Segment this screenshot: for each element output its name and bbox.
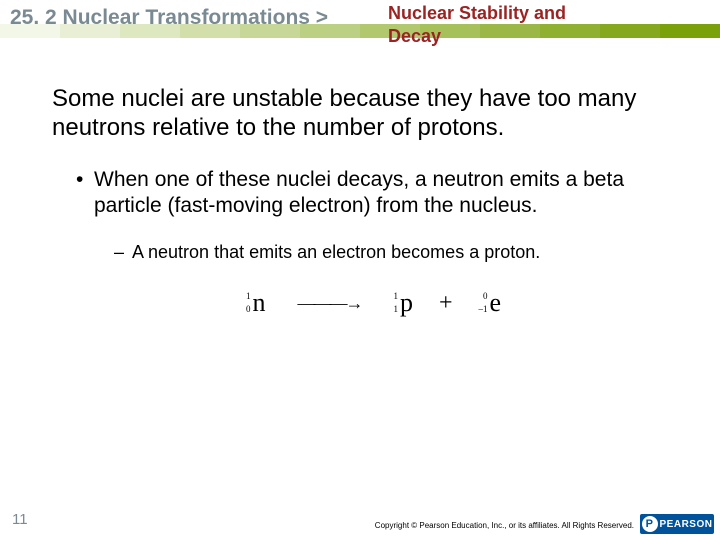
logo-text: PEARSON [660,519,713,530]
bullet-level1: When one of these nuclei decays, a neutr… [76,167,668,220]
slide-content: Some nuclei are unstable because they ha… [0,54,720,318]
section-title: 25. 2 Nuclear Transformations > [10,6,328,30]
bullet-level2: A neutron that emits an electron becomes… [114,241,668,264]
plus-sign: + [439,290,453,317]
nuclide-electron: 0 –1 e [479,288,502,318]
atomic-number: 1 [394,305,399,314]
logo-mark: P [642,516,658,532]
nuclide-numbers: 1 0 [246,292,251,314]
atomic-number: 0 [246,305,251,314]
subtitle-line2: Decay [388,26,441,46]
nuclide-numbers: 1 1 [394,292,399,314]
mass-number: 1 [246,292,251,301]
nuclide-proton: 1 1 p [394,288,414,318]
nuclear-equation: 1 0 n ———→ 1 1 p + 0 –1 e [232,288,668,318]
nuclide-symbol: e [490,288,502,318]
page-number: 11 [12,511,28,528]
atomic-number: –1 [479,305,488,314]
bar-segment [600,24,660,38]
section-subtitle: Nuclear Stability and Decay [388,2,566,47]
copyright-text: Copyright © Pearson Education, Inc., or … [375,521,634,530]
slide-header: 25. 2 Nuclear Transformations > Nuclear … [0,0,720,54]
nuclide-symbol: p [400,288,413,318]
nuclide-neutron: 1 0 n [246,288,266,318]
mass-number: 0 [479,292,488,301]
nuclide-symbol: n [253,288,266,318]
bar-segment [660,24,720,38]
pearson-logo: P PEARSON [640,514,714,534]
subtitle-line1: Nuclear Stability and [388,3,566,23]
reaction-arrow: ———→ [298,293,362,314]
nuclide-numbers: 0 –1 [479,292,488,314]
mass-number: 1 [394,292,399,301]
main-paragraph: Some nuclei are unstable because they ha… [52,84,668,143]
